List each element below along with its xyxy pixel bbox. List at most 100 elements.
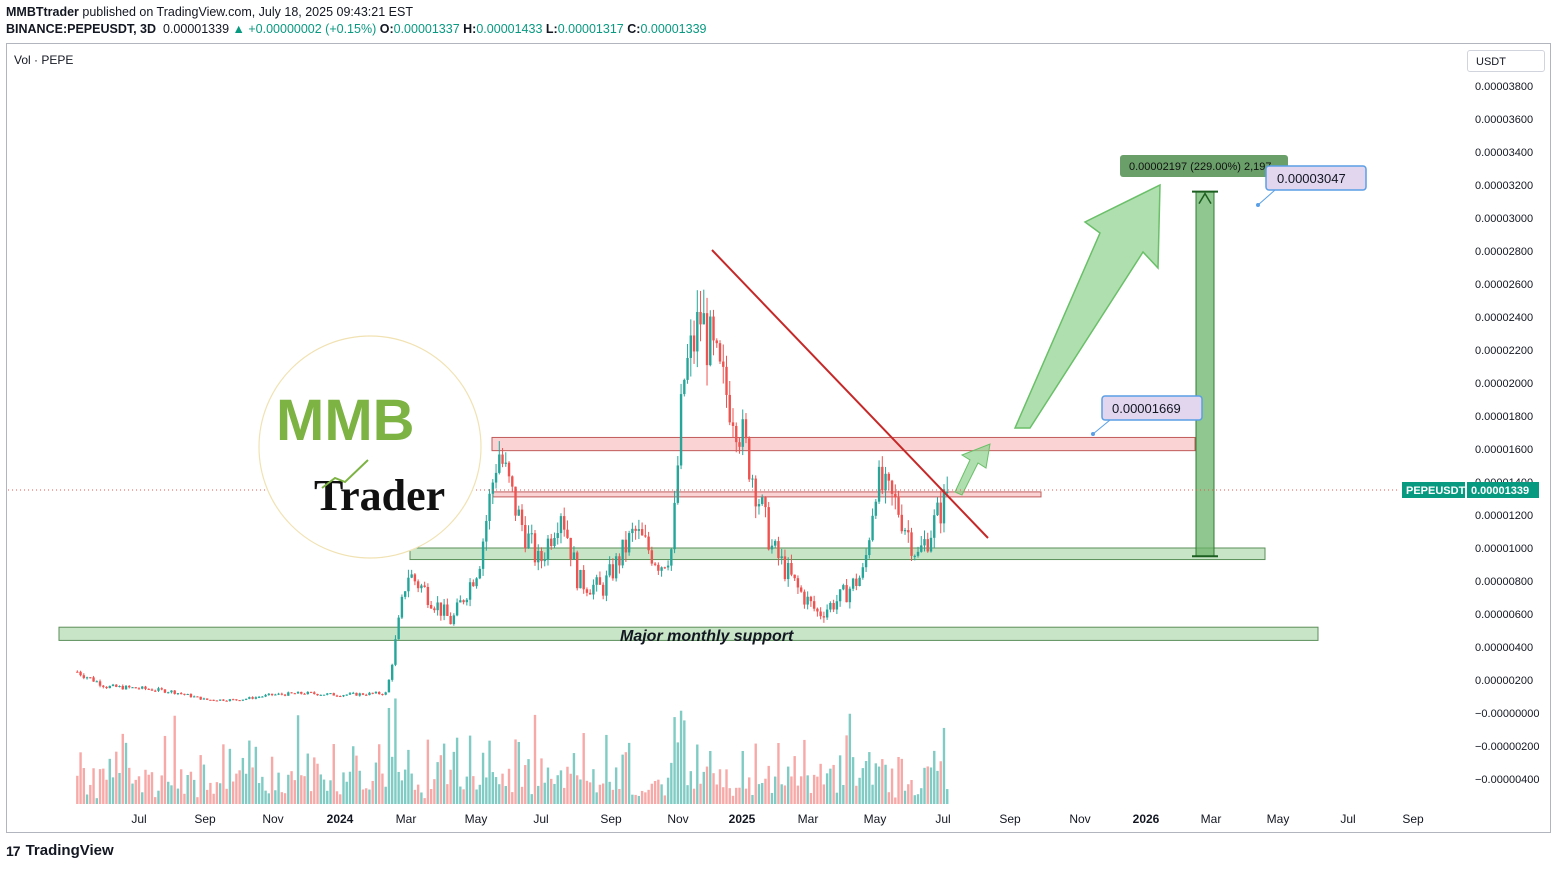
volume-bar bbox=[296, 715, 300, 804]
x-tick-label: Jul bbox=[131, 812, 146, 826]
volume-bar bbox=[79, 752, 82, 804]
candle-body bbox=[377, 691, 381, 695]
candle-body bbox=[689, 335, 693, 358]
volume-bar bbox=[735, 787, 738, 804]
candle-body bbox=[501, 454, 504, 464]
volume-bar bbox=[150, 772, 154, 804]
volume-bar bbox=[835, 792, 839, 804]
volume-bar bbox=[189, 771, 193, 804]
y-tick-label: 0.00000600 bbox=[1475, 609, 1533, 621]
volume-bars bbox=[76, 698, 949, 804]
x-tick-label: 2024 bbox=[327, 812, 354, 826]
chart-frame[interactable] bbox=[6, 43, 1551, 833]
volume-legend[interactable]: Vol · PEPE bbox=[14, 53, 74, 67]
volume-bar bbox=[618, 788, 621, 804]
candle-body bbox=[277, 693, 280, 695]
y-tick-label: 0.00003800 bbox=[1475, 81, 1533, 93]
y-tick-label: −0.00000000 bbox=[1475, 708, 1540, 720]
volume-bar bbox=[640, 790, 644, 804]
volume-bar bbox=[754, 743, 757, 804]
volume-bar bbox=[660, 784, 663, 804]
x-tick-label: May bbox=[864, 812, 887, 826]
target-point bbox=[1256, 203, 1260, 207]
candle-body bbox=[413, 574, 417, 582]
candle-body bbox=[731, 422, 735, 426]
candle-body bbox=[319, 694, 322, 696]
volume-bar bbox=[76, 775, 79, 804]
volume-bar bbox=[238, 770, 241, 804]
candle-body bbox=[595, 577, 598, 585]
volume-bar bbox=[910, 779, 913, 804]
x-tick-label: Jul bbox=[533, 812, 548, 826]
candle-body bbox=[575, 552, 579, 589]
x-tick-label: Mar bbox=[798, 812, 819, 826]
candle-body bbox=[170, 690, 173, 693]
candle-body bbox=[874, 501, 878, 516]
candle-body bbox=[877, 466, 881, 502]
candle-body bbox=[640, 529, 644, 536]
volume-bar bbox=[105, 779, 108, 804]
volume-bar bbox=[845, 735, 848, 804]
candle-body bbox=[118, 685, 121, 687]
tradingview-logo[interactable]: 17 TradingView bbox=[6, 842, 114, 859]
candle-body bbox=[384, 692, 387, 695]
candle-body bbox=[82, 675, 86, 678]
volume-bar bbox=[517, 742, 520, 804]
y-tick-label: −0.00000200 bbox=[1475, 741, 1540, 753]
volume-bar bbox=[887, 792, 891, 804]
candle-body bbox=[92, 677, 95, 682]
close-label: C: bbox=[627, 22, 641, 36]
volume-bar bbox=[572, 753, 576, 804]
candle-body bbox=[660, 567, 663, 571]
candle-body bbox=[718, 343, 722, 362]
price-tag-symbol-bg bbox=[1402, 482, 1465, 498]
volume-bar bbox=[881, 759, 884, 804]
candle-body bbox=[614, 556, 618, 579]
volume-bar bbox=[319, 774, 322, 804]
candle-body bbox=[579, 569, 582, 589]
candle-body bbox=[329, 693, 332, 695]
publisher-name[interactable]: MMBTtrader bbox=[6, 5, 79, 19]
candle-body bbox=[196, 696, 199, 698]
candle-body bbox=[550, 538, 553, 546]
support-zone-text: Major monthly support bbox=[620, 628, 794, 645]
candle-body bbox=[666, 565, 670, 568]
currency-unit-button[interactable]: USDT bbox=[1467, 50, 1545, 72]
volume-bar bbox=[715, 784, 718, 804]
candle-body bbox=[390, 664, 394, 680]
candle-body bbox=[663, 567, 667, 569]
volume-bar bbox=[251, 767, 254, 804]
candle-body bbox=[485, 520, 488, 542]
candle-body bbox=[881, 466, 884, 491]
volume-bar bbox=[894, 797, 897, 804]
low-label: L: bbox=[545, 22, 558, 36]
candle-body bbox=[835, 601, 839, 610]
volume-bar bbox=[377, 744, 381, 804]
symbol-name[interactable]: BINANCE:PEPEUSDT, 3D bbox=[6, 22, 157, 36]
time-axis[interactable]: Jul Sep Nov 2024 Mar May Jul Sep Nov 2025 Mar May Ju… bbox=[131, 812, 1424, 826]
volume-bar bbox=[563, 787, 566, 804]
volume-bar bbox=[773, 776, 777, 804]
volume-bar bbox=[426, 739, 430, 804]
volume-bar bbox=[92, 768, 95, 804]
candle-body bbox=[283, 694, 287, 696]
candle-body bbox=[154, 690, 157, 692]
price-axis[interactable]: 0.00003800 0.00003600 0.00003400 0.00003200… bbox=[1475, 81, 1540, 786]
volume-bar bbox=[832, 764, 835, 804]
volume-bar bbox=[900, 758, 903, 804]
candle-body bbox=[585, 589, 589, 593]
candle-body bbox=[728, 394, 731, 423]
volume-bar bbox=[569, 773, 572, 804]
candle-body bbox=[920, 545, 923, 552]
volume-bar bbox=[748, 777, 751, 804]
volume-bar bbox=[819, 763, 822, 804]
tradingview-logo-text: TradingView bbox=[25, 842, 114, 859]
volume-bar bbox=[387, 707, 391, 804]
volume-bar bbox=[355, 755, 358, 804]
target-label-pointer bbox=[1257, 189, 1276, 206]
volume-bar bbox=[527, 759, 530, 804]
volume-bar bbox=[812, 774, 816, 804]
volume-bar bbox=[163, 735, 167, 804]
volume-bar bbox=[530, 794, 533, 804]
